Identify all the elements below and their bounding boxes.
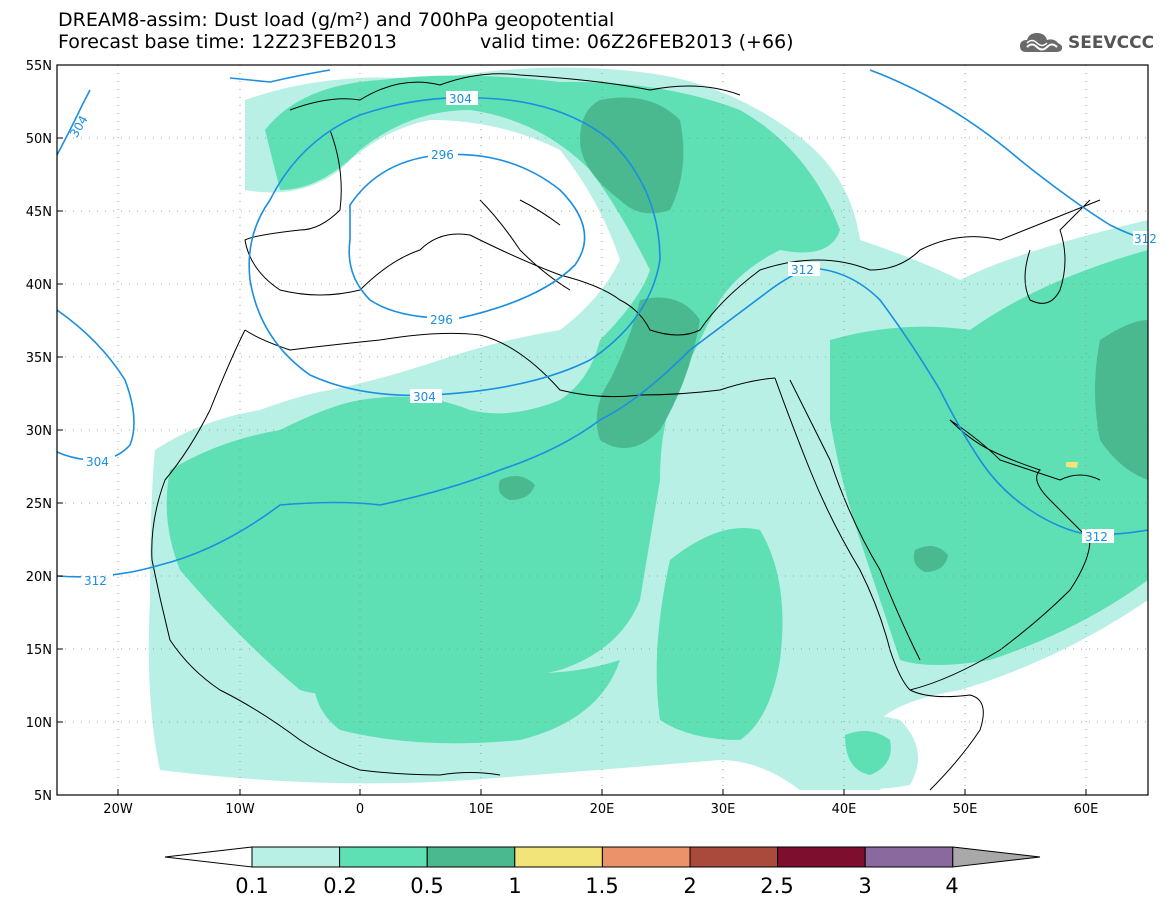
graticule xyxy=(57,65,1148,795)
legend-label: 1 xyxy=(508,874,521,898)
contour-label: 296 xyxy=(430,313,453,327)
dust-level-0.2-africa-south xyxy=(313,640,620,744)
legend-label: 2 xyxy=(683,874,696,898)
coastline-persian-gulf xyxy=(949,419,1101,481)
lon-label: 10E xyxy=(469,802,494,817)
lon-label: 0 xyxy=(356,802,364,817)
contour-label: 296 xyxy=(431,148,454,162)
legend-label: 4 xyxy=(945,874,958,898)
contour-312-nw xyxy=(229,69,331,83)
coastline-arabia xyxy=(909,419,1091,691)
lon-label: 20E xyxy=(590,802,615,817)
lon-label: 50E xyxy=(953,802,978,817)
contour-label: 304 xyxy=(413,390,436,404)
legend-label: 1.5 xyxy=(585,874,618,898)
dust-level-0.5-sahara xyxy=(498,476,535,500)
dust-free-central-med xyxy=(340,124,583,324)
contour-label: 312 xyxy=(1134,232,1157,246)
legend-swatch xyxy=(251,846,341,868)
contour-label: 312 xyxy=(1085,530,1108,544)
legend-label: 3 xyxy=(858,874,871,898)
geopotential-contours xyxy=(57,69,1148,578)
lat-label: 55N xyxy=(26,59,52,74)
seevccc-logo: SEEVCCC xyxy=(1018,28,1154,58)
contour-312-ne xyxy=(869,69,1148,241)
legend-over-arrow xyxy=(952,846,1041,868)
contour-labels: 296 296 304 304 304 304 312 312 312 312 xyxy=(67,91,1157,588)
legend-label: 0.1 xyxy=(235,874,268,898)
latitude-labels: 55N 50N 45N 40N 35N 30N 25N 20N 15N 10N … xyxy=(26,59,52,804)
logo-text: SEEVCCC xyxy=(1068,33,1155,53)
dust-level-0.2-sudan xyxy=(656,528,783,740)
lat-label: 5N xyxy=(34,789,52,804)
lat-label: 25N xyxy=(26,497,52,512)
tick-marks xyxy=(57,64,1087,796)
legend-label: 2.5 xyxy=(760,874,793,898)
lat-label: 45N xyxy=(26,205,52,220)
contour-304 xyxy=(248,96,661,397)
legend-swatch xyxy=(689,846,779,868)
legend-label: 0.5 xyxy=(410,874,443,898)
lon-label: 30E xyxy=(711,802,736,817)
lat-label: 30N xyxy=(26,424,52,439)
contour-304-nw xyxy=(57,89,91,156)
contour-label: 312 xyxy=(84,574,107,588)
dust-level-1-spot xyxy=(1066,462,1078,468)
map-title: DREAM8-assim: Dust load (g/m²) and 700hP… xyxy=(58,9,615,31)
dust-level-0.5-europe xyxy=(580,97,684,214)
lat-label: 10N xyxy=(26,716,52,731)
coastline-caspian xyxy=(1024,199,1091,304)
legend-swatch xyxy=(601,846,691,868)
lat-label: 40N xyxy=(26,278,52,293)
contour-label: 304 xyxy=(86,455,109,469)
legend-labels: 0.1 0.2 0.5 1 1.5 2 2.5 3 4 xyxy=(235,874,958,898)
coastline-red-sea xyxy=(774,377,921,691)
dust-level-0.2 xyxy=(166,75,840,696)
lat-label: 15N xyxy=(26,643,52,658)
legend-swatch xyxy=(864,846,954,868)
lon-label: 40E xyxy=(832,802,857,817)
lat-label: 50N xyxy=(26,132,52,147)
longitude-labels: 20W 10W 0 10E 20E 30E 40E 50E 60E xyxy=(103,802,1098,817)
lon-label: 10W xyxy=(225,802,255,817)
dust-level-0.5-arabia xyxy=(913,546,948,572)
dust-fields xyxy=(148,67,1148,790)
coastline-africa-west xyxy=(151,329,501,776)
legend-swatch xyxy=(339,846,428,868)
valid-time: valid time: 06Z26FEB2013 (+66) xyxy=(480,31,794,53)
forecast-base-time: Forecast base time: 12Z23FEB2013 xyxy=(58,31,397,53)
coastline-africa-north xyxy=(244,329,776,398)
legend-under-arrow xyxy=(164,846,253,868)
contour-312 xyxy=(57,267,1148,578)
cloud-icon xyxy=(1020,33,1063,52)
lon-label: 60E xyxy=(1074,802,1099,817)
contour-label: 304 xyxy=(449,92,472,106)
contour-304-west xyxy=(57,309,135,462)
lat-label: 35N xyxy=(26,351,52,366)
dust-level-0.2-horn xyxy=(845,731,891,775)
lon-label: 20W xyxy=(103,802,133,817)
dust-level-0.2-arabia xyxy=(830,250,1148,665)
legend-swatch xyxy=(777,846,866,868)
lat-label: 20N xyxy=(26,570,52,585)
coastline-europe xyxy=(244,73,1101,336)
coastlines xyxy=(151,73,1101,791)
contour-label: 312 xyxy=(791,263,814,277)
dust-level-0.5-iran xyxy=(1095,320,1148,480)
legend-swatch xyxy=(426,846,516,868)
coastline-horn xyxy=(909,689,984,791)
legend-label: 0.2 xyxy=(323,874,356,898)
legend-swatch xyxy=(514,846,603,868)
legend-swatches xyxy=(164,846,1041,868)
